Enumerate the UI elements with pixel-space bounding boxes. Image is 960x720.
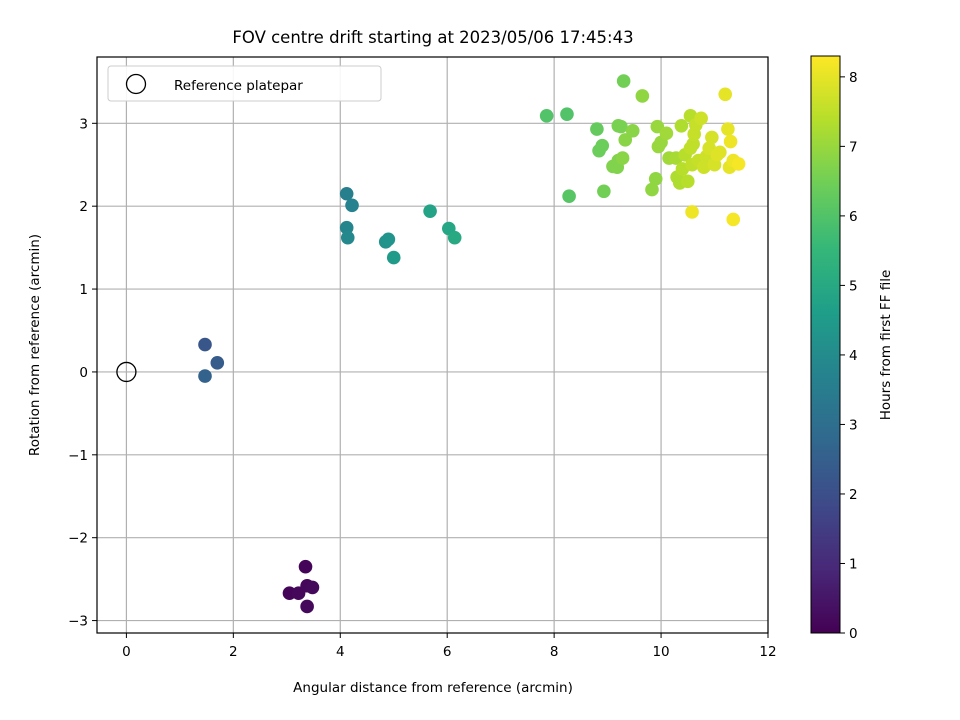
data-point	[590, 122, 604, 136]
colorbar-tick-label: 1	[849, 556, 858, 572]
colorbar-tick-label: 8	[849, 70, 858, 86]
data-point	[340, 230, 355, 245]
legend-entry-label: Reference platepar	[174, 78, 303, 94]
data-point	[645, 182, 659, 197]
y-tick-label: 3	[79, 116, 88, 132]
data-point	[721, 122, 735, 136]
data-point	[198, 337, 212, 352]
data-point	[674, 118, 689, 133]
y-axis-label: Rotation from reference (arcmin)	[27, 234, 43, 456]
colorbar-ticks: 0 1 2 3 4 5 6 7 8	[840, 70, 858, 642]
data-points	[198, 74, 746, 614]
data-point	[300, 599, 314, 614]
data-point	[635, 89, 650, 103]
y-tick-label: 0	[79, 365, 88, 381]
legend: Reference platepar	[107, 65, 382, 102]
data-point	[447, 230, 462, 245]
colorbar-tick-label: 2	[849, 487, 858, 503]
data-point	[614, 119, 628, 134]
data-point	[731, 157, 746, 171]
data-point	[597, 184, 611, 199]
x-axis-label: Angular distance from reference (arcmin)	[293, 680, 573, 696]
data-point	[345, 198, 359, 213]
data-point	[685, 205, 699, 219]
data-point	[723, 134, 738, 149]
data-point	[595, 138, 610, 153]
colorbar-label: Hours from first FF file	[878, 270, 894, 421]
y-tick-label: −1	[68, 448, 88, 464]
legend-marker-icon	[125, 73, 147, 95]
data-point	[705, 130, 719, 145]
data-point	[694, 111, 708, 126]
y-tick-label: −2	[68, 531, 88, 547]
x-tick-label: 10	[652, 644, 669, 660]
colorbar-tick-label: 6	[849, 209, 858, 225]
colorbar: 0 1 2 3 4 5 6 7 8 Hours from first FF file	[810, 55, 894, 642]
data-point	[616, 74, 631, 88]
data-point	[198, 369, 212, 383]
x-tick-label: 0	[122, 644, 131, 660]
data-point	[386, 250, 401, 265]
data-point	[618, 133, 633, 147]
data-point	[539, 109, 554, 123]
data-point	[718, 87, 733, 102]
data-point	[339, 186, 354, 201]
data-point	[423, 204, 437, 218]
data-point	[210, 356, 225, 370]
y-axis-ticks: −3 −2 −1 0 1 2 3	[68, 116, 97, 630]
data-point	[339, 220, 354, 235]
data-point	[659, 126, 674, 141]
colorbar-tick-label: 7	[849, 139, 858, 155]
reference-platepar-point	[116, 361, 137, 383]
y-tick-label: −3	[68, 614, 88, 630]
data-point	[615, 151, 630, 165]
data-point	[562, 189, 576, 204]
colorbar-tick-label: 4	[849, 348, 858, 364]
x-tick-label: 6	[443, 644, 452, 660]
chart-title: FOV centre drift starting at 2023/05/06 …	[232, 28, 633, 47]
data-point	[648, 172, 663, 186]
x-tick-label: 2	[229, 644, 238, 660]
data-point	[686, 137, 700, 151]
colorbar-tick-label: 3	[849, 417, 858, 433]
x-axis-ticks: 0 2 4 6 8 10 12	[122, 633, 777, 660]
data-point	[298, 559, 313, 574]
y-tick-label: 1	[79, 282, 88, 298]
data-point	[625, 123, 640, 138]
x-tick-label: 4	[336, 644, 345, 660]
plot-frame	[96, 56, 769, 634]
legend-box	[107, 65, 382, 102]
y-tick-label: 2	[79, 199, 88, 215]
data-point	[560, 107, 574, 121]
x-tick-label: 8	[550, 644, 559, 660]
data-point	[381, 232, 396, 247]
colorbar-gradient	[810, 55, 841, 634]
data-point	[713, 145, 727, 160]
data-point	[305, 580, 320, 595]
reference-marker	[116, 361, 137, 383]
data-point	[697, 160, 711, 175]
data-point	[681, 174, 695, 189]
colorbar-tick-label: 0	[849, 626, 858, 642]
colorbar-tick-label: 5	[849, 278, 858, 294]
x-tick-label: 12	[759, 644, 776, 660]
data-point	[726, 212, 741, 227]
